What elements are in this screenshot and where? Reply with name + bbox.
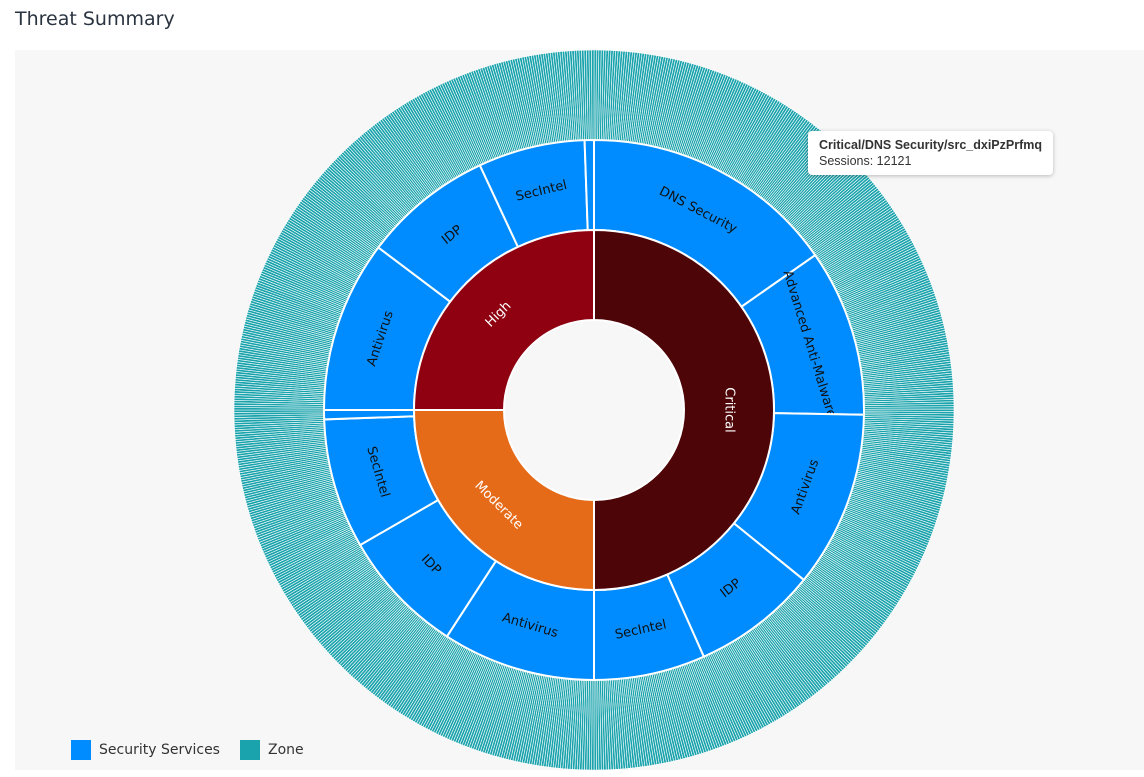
- severity-segment[interactable]: [412, 409, 595, 592]
- legend-swatch: [71, 740, 91, 760]
- severity-segment[interactable]: [593, 228, 775, 592]
- page-title: Threat Summary: [15, 8, 175, 30]
- chart-tooltip: Critical/DNS Security/src_dxiPzPrfmq Ses…: [808, 131, 1053, 175]
- severity-label: Critical: [722, 387, 737, 432]
- legend-label: Security Services: [99, 742, 220, 758]
- zone-segment[interactable]: [593, 679, 597, 771]
- legend-swatch: [240, 740, 260, 760]
- zone-segment[interactable]: [591, 49, 595, 141]
- tooltip-value: Sessions: 12121: [819, 154, 912, 168]
- severity-segment[interactable]: [412, 228, 595, 411]
- tooltip-title: Critical/DNS Security/src_dxiPzPrfmq: [819, 138, 1042, 152]
- legend-item-security-services[interactable]: Security Services: [71, 740, 220, 760]
- legend-label: Zone: [268, 742, 304, 758]
- zone-segment[interactable]: [233, 409, 325, 413]
- legend-item-zone[interactable]: Zone: [240, 740, 304, 760]
